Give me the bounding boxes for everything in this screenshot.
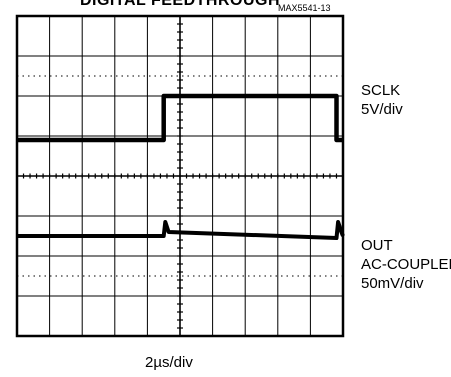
part-number-label: MAX5541-13 [278,3,331,13]
traces [17,93,345,240]
sclk-trace [17,93,343,143]
sclk-scale: 5V/div [361,101,403,118]
sclk-channel-label: SCLK 5V/div [361,81,403,119]
out-scale: 50mV/div [361,275,424,292]
out-name: OUT [361,237,393,254]
timebase-label: 2µs/div [145,354,193,371]
out-channel-label: OUT AC-COUPLED 50mV/div [361,236,451,293]
center-axis-ticks [16,15,344,337]
out-coupling: AC-COUPLED [361,256,451,273]
out-trace [17,220,345,240]
chart-title: DIGITAL FEEDTHROUGH [79,0,280,9]
sclk-name: SCLK [361,82,401,99]
